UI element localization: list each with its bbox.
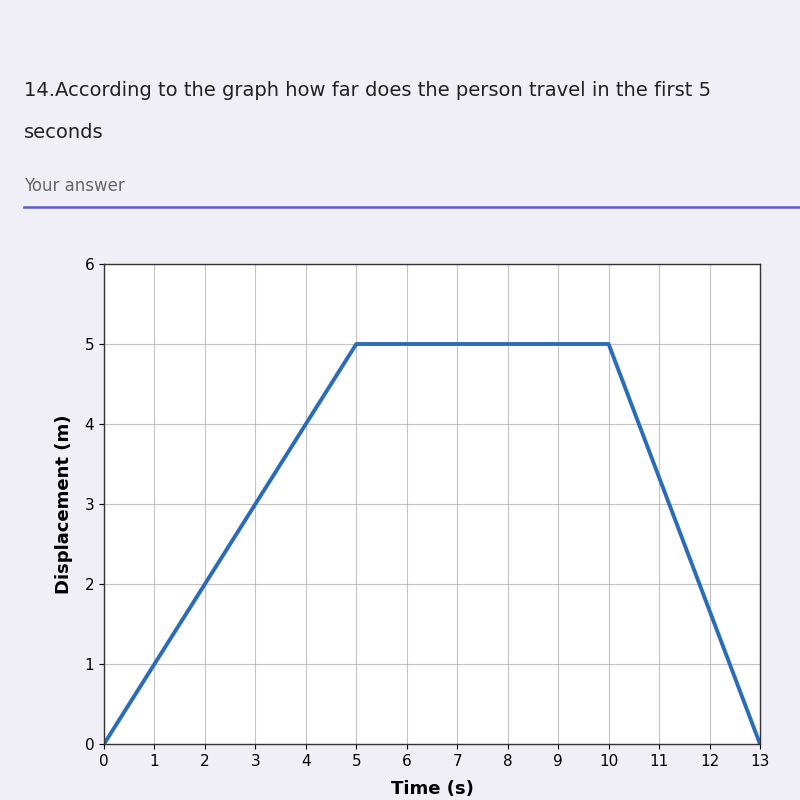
Y-axis label: Displacement (m): Displacement (m) xyxy=(55,414,74,594)
X-axis label: Time (s): Time (s) xyxy=(390,780,474,798)
Text: 14.According to the graph how far does the person travel in the first 5: 14.According to the graph how far does t… xyxy=(24,82,711,100)
Text: seconds: seconds xyxy=(24,123,104,142)
Text: Your answer: Your answer xyxy=(24,177,125,195)
